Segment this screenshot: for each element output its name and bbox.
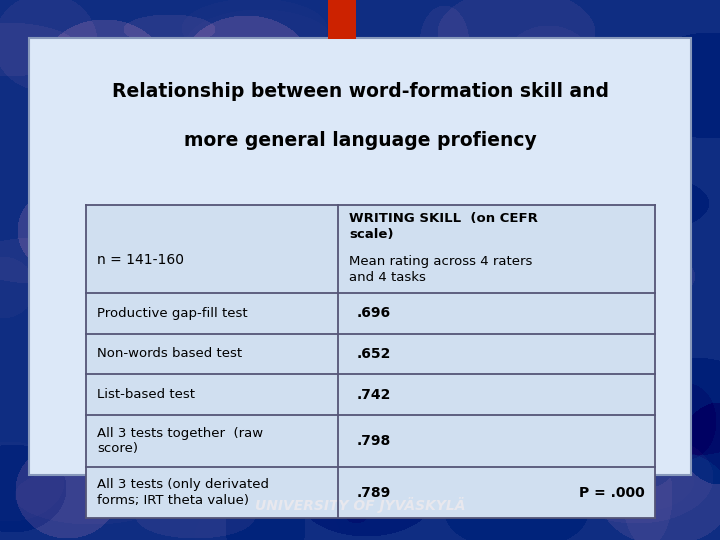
Text: n = 141-160: n = 141-160 bbox=[97, 253, 184, 267]
Text: .798: .798 bbox=[356, 434, 391, 448]
Bar bbox=[328, 0, 356, 39]
Text: Non-words based test: Non-words based test bbox=[97, 347, 243, 361]
Text: .652: .652 bbox=[356, 347, 391, 361]
Text: UNIVERSITY OF JYVÄSKYLÄ: UNIVERSITY OF JYVÄSKYLÄ bbox=[255, 497, 465, 513]
Text: List-based test: List-based test bbox=[97, 388, 195, 401]
Text: Productive gap-fill test: Productive gap-fill test bbox=[97, 307, 248, 320]
Bar bbox=[86, 205, 655, 518]
Text: .742: .742 bbox=[356, 388, 391, 402]
Text: Mean rating across 4 raters
and 4 tasks: Mean rating across 4 raters and 4 tasks bbox=[349, 255, 533, 284]
Text: All 3 tests together  (raw
score): All 3 tests together (raw score) bbox=[97, 427, 264, 455]
Text: All 3 tests (only derivated
forms; IRT theta value): All 3 tests (only derivated forms; IRT t… bbox=[97, 478, 269, 507]
Text: Relationship between word-formation skill and: Relationship between word-formation skil… bbox=[112, 82, 608, 102]
Bar bbox=[29, 38, 691, 475]
Text: .789: .789 bbox=[356, 485, 391, 500]
Text: more general language profiency: more general language profiency bbox=[184, 131, 536, 150]
Text: P = .000: P = .000 bbox=[579, 485, 644, 500]
Text: WRITING SKILL  (on CEFR
scale): WRITING SKILL (on CEFR scale) bbox=[349, 212, 538, 241]
Text: .696: .696 bbox=[356, 306, 390, 320]
